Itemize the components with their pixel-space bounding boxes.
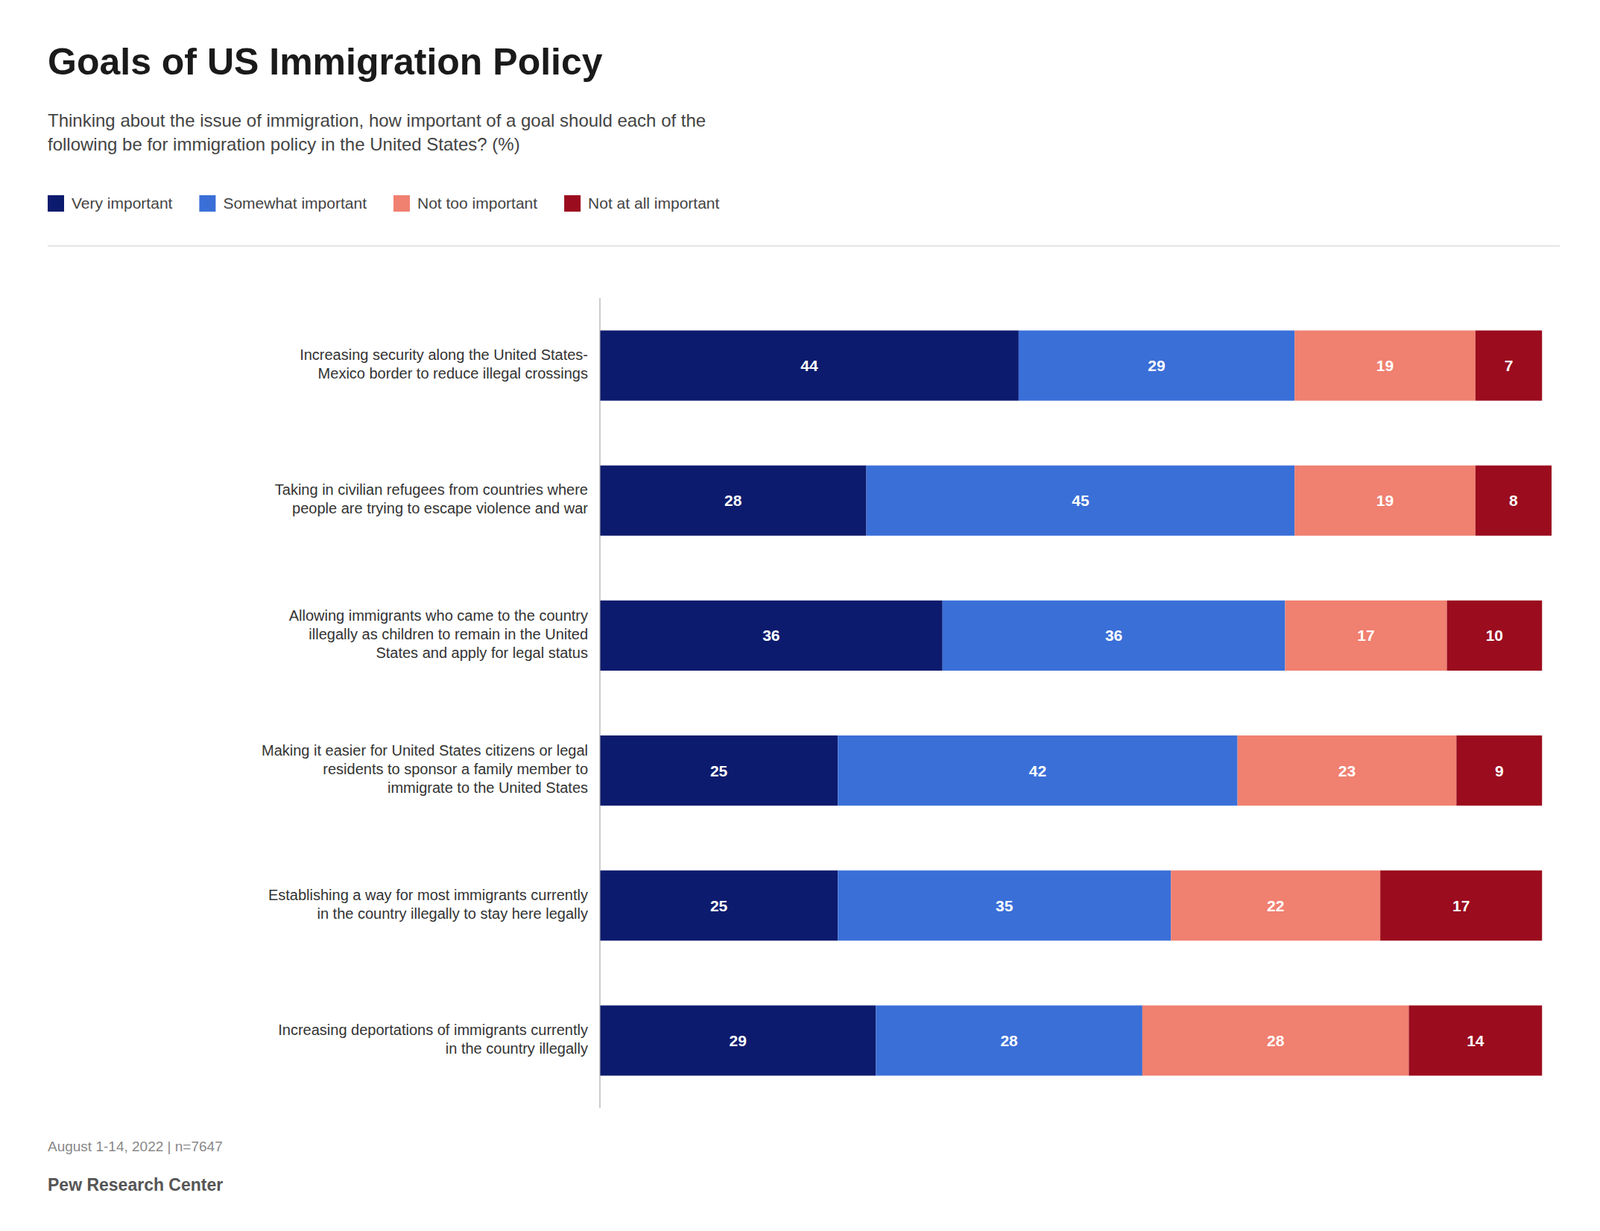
bar-segment [837, 870, 1171, 941]
bars [599, 330, 1552, 1076]
y-tick-label-line: immigrate to the United States [387, 779, 588, 796]
data-label: 28 [1000, 1032, 1018, 1050]
y-tick-label: Taking in civilian refugees from countri… [274, 482, 589, 518]
y-tick-label: Increasing deportations of immigrants cu… [277, 1021, 588, 1057]
data-label: 28 [724, 491, 743, 509]
data-label: 8 [1509, 491, 1519, 509]
data-label: 35 [995, 897, 1014, 915]
bar-segment [1447, 600, 1543, 671]
y-tick-label-line: illegally as children to remain in the U… [308, 625, 588, 643]
y-tick-label-line: States and apply for legal status [375, 644, 588, 662]
data-label: 17 [1357, 626, 1375, 644]
axis-line [599, 298, 600, 1109]
y-tick-label-line: in the country illegally [445, 1040, 588, 1057]
data-label: 14 [1466, 1032, 1485, 1050]
y-tick-label-line: people are trying to escape violence and… [292, 500, 588, 518]
legend-label: Somewhat important [222, 194, 367, 212]
bar-segment [599, 600, 943, 671]
data-label: 44 [800, 356, 819, 375]
bar-segment [1294, 465, 1476, 536]
bar-segment [599, 870, 838, 941]
bar-segment [1142, 1005, 1410, 1076]
y-tick-label: Allowing immigrants who came to the coun… [289, 607, 588, 662]
legend-label: Not at all important [587, 194, 720, 212]
y-tick-label: Increasing security along the United Sta… [299, 346, 588, 382]
title: Goals of US Immigration Policy [47, 40, 603, 83]
background [0, 0, 1600, 1231]
legend-swatch [564, 195, 581, 212]
y-tick-labels: Increasing security along the United Sta… [261, 346, 588, 1057]
legend: Very important Somewhat important Not too … [47, 194, 720, 212]
data-label: 42 [1029, 762, 1047, 780]
bar-segment [1018, 330, 1295, 401]
data-label: 19 [1376, 356, 1394, 375]
bar-segment [1294, 330, 1476, 401]
data-label: 17 [1452, 897, 1470, 915]
data-label: 23 [1338, 762, 1356, 780]
bar-segment [599, 735, 838, 806]
bar-segment [1475, 465, 1552, 536]
data-label: 29 [1147, 356, 1165, 375]
bar-segment [837, 735, 1238, 806]
bar-segment [599, 330, 1019, 401]
y-tick-label-line: Increasing security along the United Sta… [299, 346, 588, 363]
data-label: 10 [1485, 626, 1504, 644]
y-tick-label-line: Making it easier for United States citiz… [261, 742, 588, 759]
bar-segment [1456, 735, 1542, 806]
data-label: 28 [1266, 1032, 1285, 1050]
data-label: 29 [728, 1032, 746, 1050]
y-tick-label-line: Taking in civilian refugees from countri… [274, 482, 588, 499]
y-tick-label-line: Mexico border to reduce illegal crossing… [318, 365, 588, 382]
source: Pew Research Center [47, 1175, 223, 1195]
data-label: 36 [762, 626, 780, 644]
bar-segment [1475, 330, 1542, 401]
y-tick-label-line: in the country illegally to stay here le… [316, 905, 588, 922]
legend-swatch [198, 195, 216, 212]
data-label: 36 [1105, 626, 1123, 644]
bar-segment [1237, 735, 1457, 806]
y-tick-label: Making it easier for United States citiz… [261, 742, 588, 796]
data-label: 22 [1266, 897, 1285, 915]
data-label: 25 [710, 762, 729, 780]
y-tick-label-line: residents to sponsor a family member to [322, 760, 588, 778]
footnote: August 1-14, 2022 | n=7647 [47, 1138, 223, 1155]
chart: Goals of US Immigration Policy Thinking a… [0, 0, 1600, 1231]
legend-swatch [47, 195, 65, 212]
legend-label: Very important [71, 194, 173, 212]
bar-segment [1170, 870, 1381, 941]
bar-segment [599, 465, 867, 536]
legend-label: Not too important [417, 194, 538, 212]
subtitle-line: Thinking about the issue of immigration,… [47, 110, 706, 131]
data-label: 9 [1494, 762, 1504, 780]
subtitle: Thinking about the issue of immigration,… [47, 110, 706, 155]
data-label: 45 [1071, 491, 1090, 509]
y-tick-label-line: Establishing a way for most immigrants c… [268, 886, 588, 904]
bar-segment [1284, 600, 1447, 671]
data-label: 7 [1504, 356, 1514, 375]
separator [47, 245, 1560, 246]
subtitle-line: following be for immigration policy in t… [47, 134, 521, 155]
legend-swatch [393, 195, 410, 212]
bar-segment [1408, 1005, 1542, 1076]
data-label: 25 [710, 897, 729, 915]
bar-segment [875, 1005, 1143, 1076]
data-labels: 44 28 36 25 25 29 29 45 36 42 35 28 19 19 17 23 22 28 7 8 10… [710, 356, 1519, 1050]
bar-segment [942, 600, 1286, 671]
y-tick-label-line: Increasing deportations of immigrants cu… [277, 1021, 588, 1039]
y-tick-label: Establishing a way for most immigrants c… [268, 886, 588, 922]
bar-segment [599, 1005, 876, 1076]
data-label: 19 [1376, 491, 1394, 509]
bar-segment [866, 465, 1296, 536]
bar-segment [1380, 870, 1542, 941]
y-tick-label-line: Allowing immigrants who came to the coun… [289, 607, 588, 624]
